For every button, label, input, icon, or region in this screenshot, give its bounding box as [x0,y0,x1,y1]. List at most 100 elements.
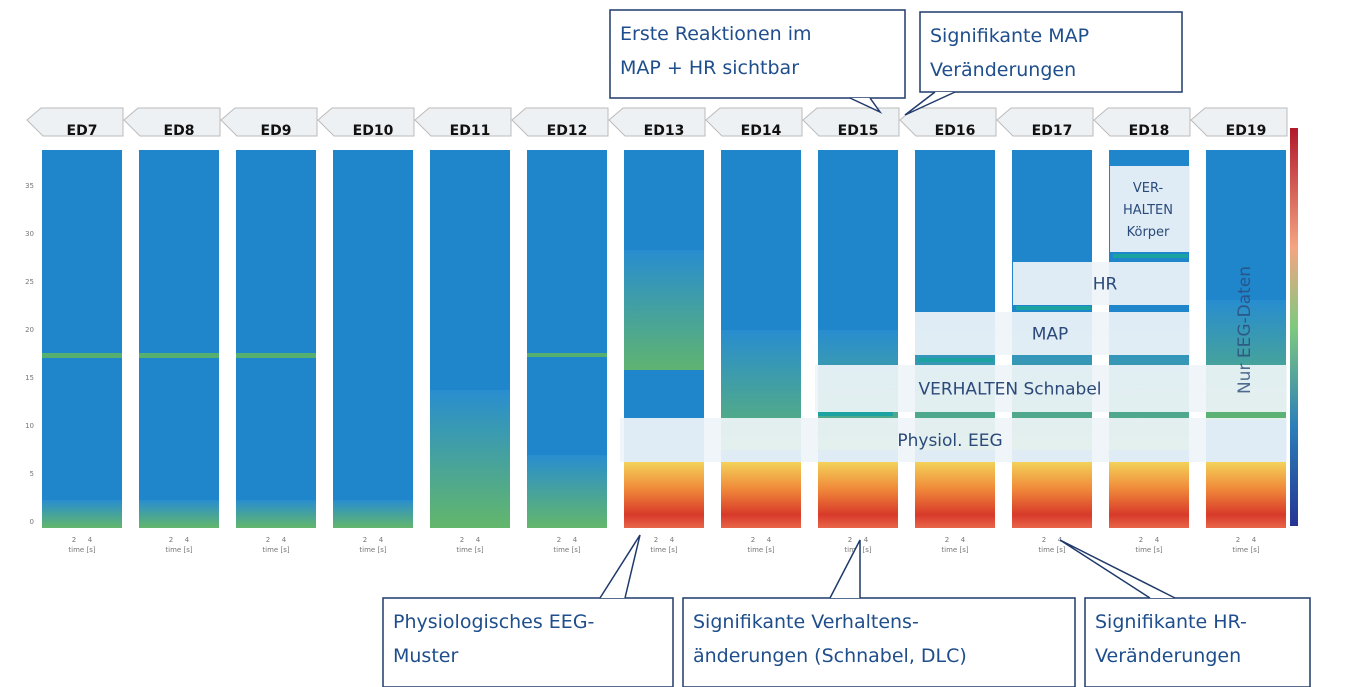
callout-top-left-text: MAP + HR sichtbar [620,57,799,79]
x-tick-label: 4 [476,536,481,544]
x-tick-label: 4 [282,536,287,544]
y-tick-label: 15 [25,374,34,382]
band-koerper-label: VER- [1133,181,1164,196]
spectrogram-low [527,455,607,528]
band-edge [818,412,893,416]
spectrogram-hot [915,462,995,528]
panel-label: ED14 [741,123,782,139]
x-tick-label: 2 [460,536,464,544]
spectrogram [333,150,413,528]
y-tick-label: 30 [25,230,34,238]
x-tick-label: 4 [379,536,384,544]
spectrogram-hot [1012,462,1092,528]
x-tick-label: 4 [961,536,966,544]
panel-label: ED19 [1226,123,1267,139]
panel-label: ED12 [547,123,588,139]
band-koerper-label: HALTEN [1123,203,1173,218]
band-physiol-label: Physiol. EEG [897,431,1002,451]
spectrogram-band [139,353,219,358]
panel-label: ED18 [1129,123,1170,139]
band-edge [918,358,993,362]
callout-top-right-text: Signifikante MAP [930,25,1089,47]
spectrogram [42,150,122,528]
x-axis-label: time [s] [1038,546,1065,554]
x-tick-label: 2 [751,536,755,544]
x-axis-label: time [s] [68,546,95,554]
x-tick-label: 2 [945,536,949,544]
callout-bottom-right-text: Veränderungen [1095,645,1241,667]
x-tick-label: 2 [848,536,852,544]
spectrogram-low [333,500,413,528]
y-tick-label: 10 [25,422,34,430]
panel-label: ED11 [450,123,491,139]
x-tick-label: 2 [654,536,658,544]
x-axis-label: time [s] [650,546,677,554]
spectrogram-hot [1206,462,1286,528]
y-tick-label: 5 [30,470,34,478]
callout-bottom-mid-text: änderungen (Schnabel, DLC) [693,645,967,667]
panel-label: ED17 [1032,123,1073,139]
callout-bottom-left-pointer [600,535,640,598]
x-tick-label: 2 [1139,536,1143,544]
page: ED7 2 4 time [s] ED8 2 4 time [s] ED9 2 4 time [s] E… [0,0,1352,687]
panel-label: ED16 [935,123,976,139]
spectrogram-hot [818,462,898,528]
y-tick-label: 0 [30,518,34,526]
callout-top-left-text: Erste Reaktionen im [620,23,812,45]
x-tick-label: 2 [169,536,173,544]
spectrogram-low [236,500,316,528]
panel-label: ED13 [644,123,685,139]
figure: ED7 2 4 time [s] ED8 2 4 time [s] ED9 2 4 time [s] E… [0,0,1352,687]
x-axis-label: time [s] [1232,546,1259,554]
band-edge [1016,306,1091,310]
callout-top-right-text: Veränderungen [930,59,1076,81]
spectrogram [236,150,316,528]
spectrogram [139,150,219,528]
x-tick-label: 2 [72,536,76,544]
spectrogram-band [42,353,122,358]
x-tick-label: 2 [363,536,367,544]
x-tick-label: 2 [557,536,561,544]
x-tick-label: 4 [573,536,578,544]
x-tick-label: 4 [767,536,772,544]
x-tick-label: 4 [88,536,93,544]
callout-bottom-left-text: Muster [393,645,458,667]
y-tick-label: 35 [25,182,34,190]
panel-label: ED8 [164,123,195,139]
x-tick-label: 2 [1236,536,1240,544]
spectrogram-hot [1109,462,1189,528]
x-tick-label: 4 [864,536,869,544]
panel-label: ED10 [353,123,394,139]
x-axis-label: time [s] [165,546,192,554]
band-koerper-label: Körper [1127,225,1170,240]
panel-label: ED15 [838,123,879,139]
x-tick-label: 2 [266,536,270,544]
y-tick-label: 20 [25,326,34,334]
callout-bottom-right-text: Signifikante HR- [1095,611,1247,633]
x-axis-label: time [s] [553,546,580,554]
callout-bottom-mid-text: Signifikante Verhaltens- [693,611,919,633]
spectrogram-mid [624,250,704,370]
x-axis-label: time [s] [359,546,386,554]
band-edge [1113,254,1188,258]
x-tick-label: 4 [670,536,675,544]
spectrogram-low [139,500,219,528]
band-map-label: MAP [1032,325,1069,345]
y-tick-label: 25 [25,278,34,286]
panel-label: ED9 [261,123,292,139]
band-hr-label: HR [1093,275,1118,295]
x-axis-label: time [s] [1135,546,1162,554]
x-axis-label: time [s] [456,546,483,554]
x-tick-label: 2 [1042,536,1046,544]
x-tick-label: 4 [1155,536,1160,544]
spectrogram-hot [624,462,704,528]
spectrogram-band [236,353,316,358]
panel-label: ED7 [67,123,98,139]
x-tick-label: 4 [1252,536,1257,544]
colorbar [1290,128,1298,526]
spectrogram-low [42,500,122,528]
spectrogram-hot [721,462,801,528]
spectrogram-band [527,353,607,357]
x-axis-label: time [s] [941,546,968,554]
callout-bottom-left-text: Physiologisches EEG- [393,611,594,633]
